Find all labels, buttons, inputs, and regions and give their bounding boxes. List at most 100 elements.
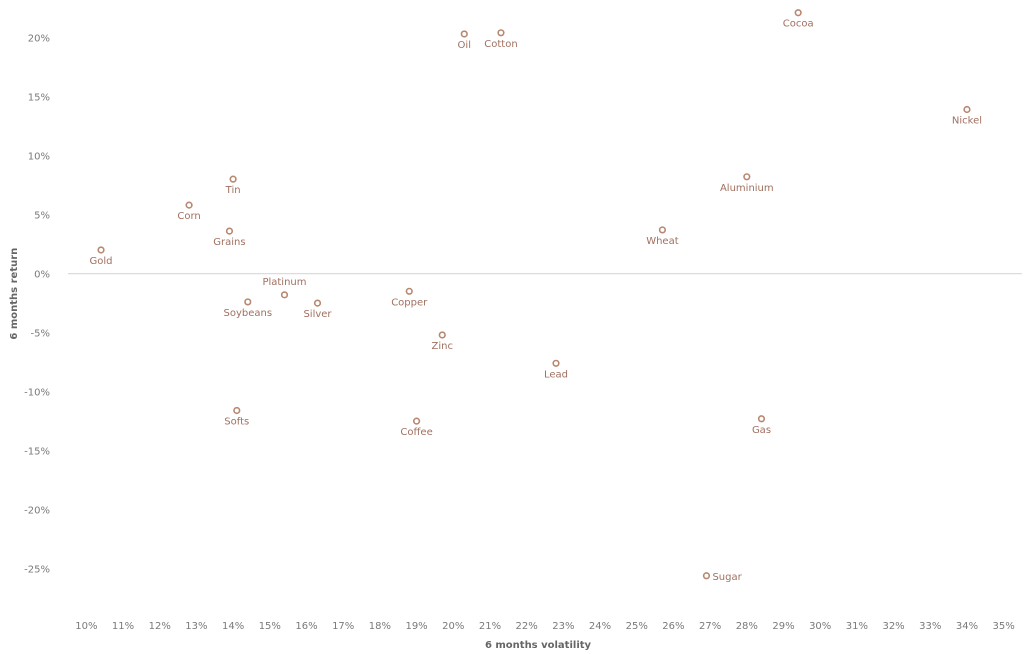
x-tick-label: 11% — [112, 621, 134, 632]
x-tick-label: 22% — [516, 621, 538, 632]
y-tick-label: 20% — [28, 34, 50, 45]
x-tick-label: 16% — [295, 621, 317, 632]
x-tick-label: 35% — [993, 621, 1015, 632]
point-marker — [97, 246, 105, 254]
data-point: Soybeans — [224, 298, 273, 319]
point-label: Aluminium — [720, 183, 774, 194]
x-tick-label: 23% — [552, 621, 574, 632]
y-tick-label: -15% — [24, 447, 50, 458]
point-marker — [233, 406, 241, 415]
y-tick-label: 10% — [28, 152, 50, 163]
point-marker — [438, 331, 446, 339]
x-tick-label: 10% — [75, 621, 97, 632]
x-tick-label: 15% — [259, 621, 281, 632]
point-marker — [225, 227, 234, 235]
data-point: Gold — [90, 246, 113, 267]
point-marker — [963, 105, 971, 114]
point-label: Platinum — [262, 277, 306, 288]
point-label: Cotton — [484, 39, 517, 50]
point-label: Corn — [177, 211, 200, 222]
data-point: Oil — [458, 30, 471, 51]
data-point: Grains — [213, 227, 246, 248]
point-label: Coffee — [400, 427, 432, 438]
point-marker — [794, 9, 802, 17]
data-points: Gold Corn Tin Grains Platinum Soybeans Silver S… — [90, 9, 982, 583]
y-axis-ticks: 20% 15% 10% 5% 0% -5% -10% -15% -20% -25% — [24, 34, 50, 576]
point-marker — [244, 298, 252, 306]
x-tick-label: 13% — [185, 621, 207, 632]
data-point: Aluminium — [720, 173, 774, 194]
point-marker — [743, 173, 751, 181]
data-point: Zinc — [432, 331, 453, 352]
data-point: Silver — [303, 299, 332, 320]
point-marker — [658, 226, 667, 234]
x-tick-label: 18% — [369, 621, 391, 632]
data-point: Corn — [177, 201, 201, 222]
x-tick-label: 12% — [149, 621, 171, 632]
point-label: Oil — [458, 40, 471, 51]
point-marker — [229, 175, 237, 183]
point-label: Lead — [544, 369, 568, 380]
y-tick-label: 15% — [28, 93, 50, 104]
point-marker — [460, 30, 468, 38]
x-axis-ticks: 10% 11% 12% 13% 14% 15% 16% 17% 18% 19% 20% 21% 22% 2… — [75, 621, 1015, 632]
point-label: Copper — [391, 297, 428, 308]
data-point: Cocoa — [783, 9, 814, 30]
x-tick-label: 14% — [222, 621, 244, 632]
x-tick-label: 19% — [405, 621, 427, 632]
x-tick-label: 28% — [736, 621, 758, 632]
x-tick-label: 24% — [589, 621, 611, 632]
point-label: Nickel — [952, 116, 982, 127]
point-marker — [405, 287, 413, 295]
point-label: Gas — [752, 425, 771, 436]
data-point: Coffee — [400, 417, 433, 438]
y-axis-title: 6 months return — [9, 248, 20, 340]
data-point: Cotton — [484, 29, 518, 50]
y-tick-label: 5% — [34, 211, 50, 222]
x-tick-label: 27% — [699, 621, 721, 632]
point-marker — [552, 359, 560, 367]
point-marker — [412, 417, 421, 425]
point-marker — [185, 201, 193, 209]
data-point: Tin — [225, 175, 241, 196]
x-axis-title: 6 months volatility — [485, 640, 592, 651]
data-point: Gas — [752, 415, 771, 436]
point-marker — [313, 299, 322, 307]
point-label: Cocoa — [783, 19, 814, 30]
y-tick-label: -5% — [31, 329, 50, 340]
x-tick-label: 34% — [956, 621, 978, 632]
point-label: Silver — [303, 309, 332, 320]
x-tick-label: 33% — [919, 621, 941, 632]
point-marker — [702, 572, 711, 580]
data-point: Lead — [544, 359, 568, 380]
point-label: Zinc — [432, 341, 453, 352]
data-point: Wheat — [646, 226, 679, 247]
data-point: Softs — [224, 406, 249, 428]
data-point: Nickel — [952, 105, 982, 127]
x-tick-label: 20% — [442, 621, 464, 632]
y-tick-label: -10% — [24, 388, 50, 399]
point-label: Softs — [224, 417, 249, 428]
x-tick-label: 21% — [479, 621, 501, 632]
point-label: Soybeans — [224, 308, 273, 319]
point-marker — [497, 29, 505, 37]
y-tick-label: 0% — [34, 270, 50, 281]
point-label: Wheat — [646, 236, 679, 247]
point-label: Sugar — [712, 572, 742, 583]
x-tick-label: 25% — [626, 621, 648, 632]
x-tick-label: 32% — [882, 621, 904, 632]
point-label: Tin — [225, 185, 241, 196]
x-tick-label: 30% — [809, 621, 831, 632]
data-point: Sugar — [702, 572, 743, 583]
point-marker — [757, 415, 766, 423]
x-tick-label: 26% — [662, 621, 684, 632]
y-tick-label: -25% — [24, 565, 50, 576]
y-tick-label: -20% — [24, 506, 50, 517]
point-marker — [280, 291, 289, 299]
point-label: Gold — [90, 256, 113, 267]
x-tick-label: 17% — [332, 621, 354, 632]
data-point: Platinum — [262, 277, 307, 299]
x-tick-label: 31% — [846, 621, 868, 632]
x-tick-label: 29% — [772, 621, 794, 632]
